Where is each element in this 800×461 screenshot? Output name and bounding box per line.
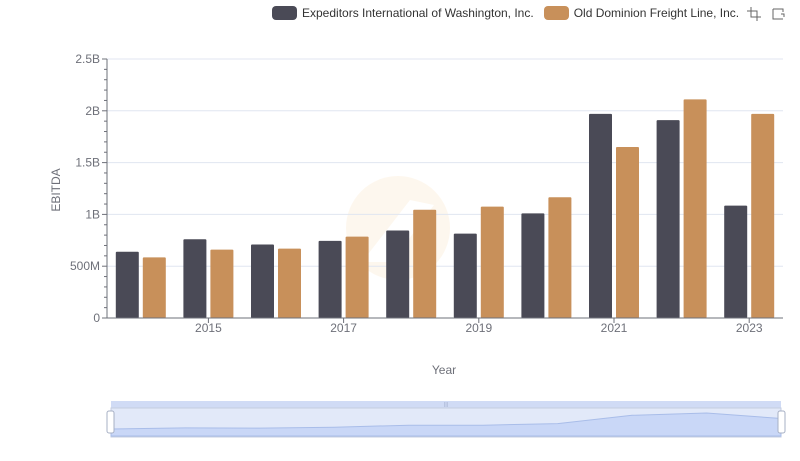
bar-expeditors-2021[interactable] <box>589 113 612 319</box>
x-axis-title: Year <box>432 363 456 377</box>
bar-old-dominion-2017[interactable] <box>345 236 369 318</box>
zoom-select-icon[interactable] <box>746 6 762 22</box>
toolbar <box>746 6 786 22</box>
x-tick-label-2017: 2017 <box>330 321 357 335</box>
datazoom-right-handle[interactable] <box>777 410 786 434</box>
bar-old-dominion-2021[interactable] <box>616 147 639 318</box>
legend-label-expeditors: Expeditors International of Washington, … <box>302 6 534 20</box>
bar-expeditors-2014[interactable] <box>115 251 139 318</box>
bar-old-dominion-2018[interactable] <box>413 209 437 318</box>
legend-item-expeditors[interactable]: Expeditors International of Washington, … <box>272 6 534 20</box>
y-tick-label: 1B <box>85 207 100 221</box>
legend-label-old-dominion: Old Dominion Freight Line, Inc. <box>573 6 740 20</box>
y-tick-label: 500M <box>70 259 100 273</box>
bar-old-dominion-2022[interactable] <box>683 99 707 319</box>
x-tick-label-2019: 2019 <box>465 321 492 335</box>
legend-swatch-old-dominion <box>543 6 569 20</box>
bar-expeditors-2023[interactable] <box>724 205 748 318</box>
bar-expeditors-2022[interactable] <box>656 120 680 319</box>
x-tick-label-2023: 2023 <box>736 321 763 335</box>
x-tick-label-2015: 2015 <box>195 321 222 335</box>
datazoom-grip[interactable]: ||| <box>444 402 448 408</box>
bar-old-dominion-2015[interactable] <box>210 249 234 318</box>
bar-old-dominion-2016[interactable] <box>278 248 301 318</box>
bar-expeditors-2015[interactable] <box>183 239 207 318</box>
x-tick-label-2021: 2021 <box>601 321 628 335</box>
datazoom-slider[interactable]: ||| <box>106 401 786 438</box>
y-axis-title: EBITDA <box>49 168 63 211</box>
bar-expeditors-2016[interactable] <box>251 244 274 318</box>
legend: Expeditors International of Washington, … <box>272 4 749 22</box>
bar-expeditors-2018[interactable] <box>386 230 410 318</box>
legend-item-old-dominion[interactable]: Old Dominion Freight Line, Inc. <box>543 6 740 20</box>
bar-old-dominion-2023[interactable] <box>751 113 775 319</box>
y-tick-label: 1.5B <box>75 156 100 170</box>
datazoom-left-handle[interactable] <box>106 410 115 434</box>
legend-swatch-expeditors <box>272 6 297 20</box>
datazoom-top-bar[interactable] <box>111 401 781 408</box>
bar-expeditors-2017[interactable] <box>318 240 342 318</box>
y-tick-label: 2B <box>85 104 100 118</box>
bar-old-dominion-2014[interactable] <box>142 257 166 318</box>
y-tick-label: 2.5B <box>75 52 100 66</box>
bar-expeditors-2019[interactable] <box>453 233 477 318</box>
bar-old-dominion-2019[interactable] <box>480 206 504 318</box>
zoom-reset-icon[interactable] <box>770 6 786 22</box>
bar-old-dominion-2020[interactable] <box>548 197 572 318</box>
bar-expeditors-2020[interactable] <box>521 213 545 318</box>
y-tick-label: 0 <box>93 311 100 325</box>
